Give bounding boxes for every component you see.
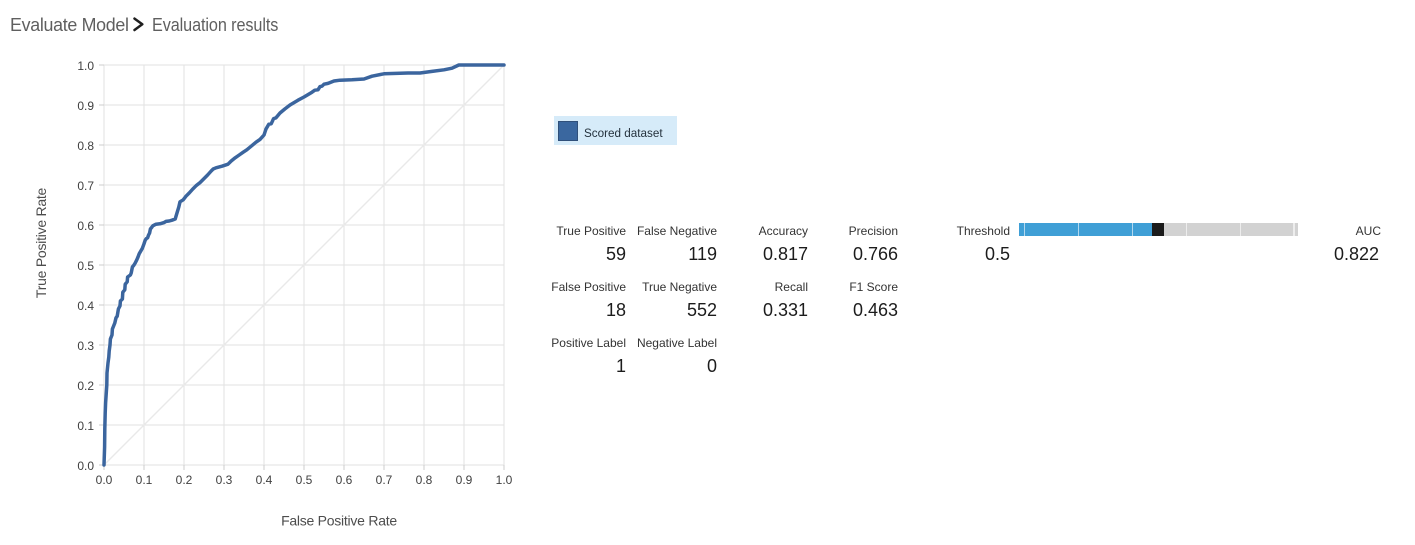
svg-text:0.4: 0.4: [77, 299, 94, 313]
svg-text:0.1: 0.1: [136, 473, 153, 487]
svg-text:False Positive Rate: False Positive Rate: [281, 513, 397, 529]
svg-text:0.0: 0.0: [96, 473, 113, 487]
svg-text:0.5: 0.5: [296, 473, 313, 487]
svg-text:0.7: 0.7: [77, 179, 94, 193]
svg-text:0.9: 0.9: [77, 99, 94, 113]
svg-text:0.2: 0.2: [176, 473, 193, 487]
svg-text:0.6: 0.6: [336, 473, 353, 487]
svg-text:True Positive Rate: True Positive Rate: [33, 187, 49, 298]
svg-text:0.4: 0.4: [256, 473, 273, 487]
svg-text:0.3: 0.3: [77, 339, 94, 353]
svg-text:0.9: 0.9: [456, 473, 473, 487]
svg-text:1.0: 1.0: [496, 473, 513, 487]
svg-text:0.8: 0.8: [77, 139, 94, 153]
svg-text:0.5: 0.5: [77, 259, 94, 273]
svg-text:1.0: 1.0: [77, 59, 94, 73]
svg-text:0.6: 0.6: [77, 219, 94, 233]
svg-text:0.7: 0.7: [376, 473, 393, 487]
svg-text:0.2: 0.2: [77, 379, 94, 393]
svg-text:0.1: 0.1: [77, 419, 94, 433]
svg-text:0.8: 0.8: [416, 473, 433, 487]
svg-text:0.0: 0.0: [77, 459, 94, 473]
svg-text:0.3: 0.3: [216, 473, 233, 487]
